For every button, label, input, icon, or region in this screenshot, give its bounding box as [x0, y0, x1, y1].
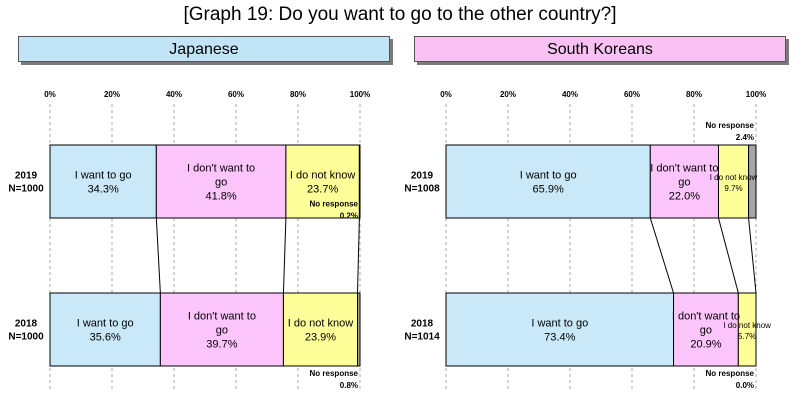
connector-line-south-koreans: [718, 217, 739, 294]
data-label-japanese-2019-dontknow-value: 23.7%: [307, 184, 338, 196]
data-label-south-koreans-2019-noresp-name: No response: [706, 121, 755, 130]
bar-south-koreans-2018-dontknow: [737, 292, 757, 367]
data-label-japanese-2019-dont-name-1: go: [215, 177, 227, 189]
panel-banner-japanese: Japanese: [18, 36, 390, 62]
data-label-japanese-2018-dont-name-1: go: [216, 325, 228, 337]
bar-japanese-2019-want: [49, 144, 157, 219]
tick-label-south-koreans-0pct: 0%: [440, 90, 452, 99]
data-label-south-koreans-2019-want-name-0: I want to go: [520, 170, 577, 182]
tick-label-south-koreans-100pct: 100%: [746, 90, 766, 99]
bar-south-koreans-2019-noresp: [748, 144, 757, 219]
data-label-south-koreans-2019-dont-value: 22.0%: [669, 191, 700, 203]
row-label-year-south-koreans-2019: 2019: [411, 171, 434, 182]
data-label-south-koreans-2019-dontknow-name-0: I do not know: [710, 173, 758, 182]
bar-japanese-2019-noresp: [358, 144, 361, 219]
data-label-south-koreans-2019-dontknow-value: 9.7%: [724, 184, 742, 193]
connector-line-south-koreans: [649, 217, 675, 294]
bar-japanese-2018-want: [49, 292, 161, 367]
data-label-japanese-2019-want-name-0: I want to go: [75, 170, 132, 182]
data-label-south-koreans-2019-dont-name-1: go: [678, 177, 690, 189]
chart-title: [Graph 19: Do you want to go to the othe…: [183, 4, 617, 25]
data-label-japanese-2018-want-value: 35.6%: [90, 332, 121, 344]
data-label-japanese-2018-noresp-name: No response: [310, 369, 359, 378]
tick-label-japanese-40pct: 40%: [166, 90, 182, 99]
connector-line-japanese: [155, 217, 161, 294]
data-label-south-koreans-2018-noresp-name: No response: [706, 369, 755, 378]
data-label-south-koreans-2019-noresp-value: 2.4%: [736, 133, 754, 142]
data-label-south-koreans-2018-noresp-value: 0.0%: [736, 381, 754, 390]
data-label-south-koreans-2018-want-value: 73.4%: [544, 332, 575, 344]
bar-south-koreans-2018-want: [445, 292, 675, 367]
data-label-japanese-2019-dont-value: 41.8%: [206, 191, 237, 203]
bar-south-koreans-2019-dontknow: [717, 144, 750, 219]
row-label-year-japanese-2018: 2018: [15, 319, 38, 330]
data-label-japanese-2019-dontknow-name-0: I do not know: [290, 170, 355, 182]
row-label-year-japanese-2019: 2019: [15, 171, 38, 182]
data-label-japanese-2019-noresp-value: 0.2%: [340, 212, 358, 221]
tick-label-japanese-20pct: 20%: [104, 90, 120, 99]
data-label-japanese-2019-dont-name-0: I don't want to: [187, 163, 255, 175]
data-label-south-koreans-2018-dont-name-0: I don't want to: [672, 311, 740, 323]
bar-south-koreans-2019-want: [445, 144, 651, 219]
bar-japanese-2019-dont: [155, 144, 287, 219]
data-label-japanese-2018-dont-value: 39.7%: [206, 339, 237, 351]
data-label-japanese-2018-dontknow-name-0: I do not know: [288, 318, 353, 330]
data-label-south-koreans-2019-want-value: 65.9%: [533, 184, 564, 196]
data-label-japanese-2018-dont-name-0: I don't want to: [188, 311, 256, 323]
data-label-japanese-2018-dontknow-value: 23.9%: [305, 332, 336, 344]
row-label-n-japanese-2019: N=1000: [8, 184, 44, 195]
tick-label-japanese-0pct: 0%: [44, 90, 56, 99]
data-label-south-koreans-2018-dontknow-value: 5.7%: [738, 332, 756, 341]
tick-label-south-koreans-60pct: 60%: [624, 90, 640, 99]
row-label-year-south-koreans-2018: 2018: [411, 319, 434, 330]
connector-line-japanese: [282, 217, 287, 294]
data-label-south-koreans-2019-dont-name-0: I don't want to: [650, 163, 718, 175]
tick-label-japanese-100pct: 100%: [350, 90, 370, 99]
tick-label-south-koreans-80pct: 80%: [686, 90, 702, 99]
bar-japanese-2018-dont: [159, 292, 284, 367]
data-label-south-koreans-2018-want-name-0: I want to go: [531, 318, 588, 330]
bar-japanese-2019-dontknow: [285, 144, 360, 219]
connector-line-japanese: [357, 217, 360, 294]
tick-label-south-koreans-40pct: 40%: [562, 90, 578, 99]
data-label-south-koreans-2018-dont-value: 20.9%: [690, 339, 721, 351]
data-label-south-koreans-2018-dontknow-name-0: I do not know: [723, 321, 771, 330]
bar-south-koreans-2018-dont: [673, 292, 739, 367]
data-label-japanese-2019-noresp-name: No response: [310, 200, 359, 209]
row-label-n-japanese-2018: N=1000: [8, 332, 44, 343]
data-label-japanese-2018-noresp-value: 0.8%: [340, 381, 358, 390]
data-label-japanese-2018-want-name-0: I want to go: [77, 318, 134, 330]
tick-label-japanese-80pct: 80%: [290, 90, 306, 99]
panel-banner-south-koreans: South Koreans: [414, 36, 786, 62]
row-label-n-south-koreans-2018: N=1014: [404, 332, 440, 343]
bar-south-koreans-2019-dont: [649, 144, 719, 219]
data-label-japanese-2019-want-value: 34.3%: [88, 184, 119, 196]
connector-line-south-koreans: [748, 217, 757, 294]
tick-label-japanese-60pct: 60%: [228, 90, 244, 99]
bar-japanese-2018-dontknow: [282, 292, 359, 367]
row-label-n-south-koreans-2019: N=1008: [404, 184, 440, 195]
data-label-south-koreans-2018-dont-name-1: go: [700, 325, 712, 337]
tick-label-south-koreans-20pct: 20%: [500, 90, 516, 99]
bar-japanese-2018-noresp: [357, 292, 361, 367]
